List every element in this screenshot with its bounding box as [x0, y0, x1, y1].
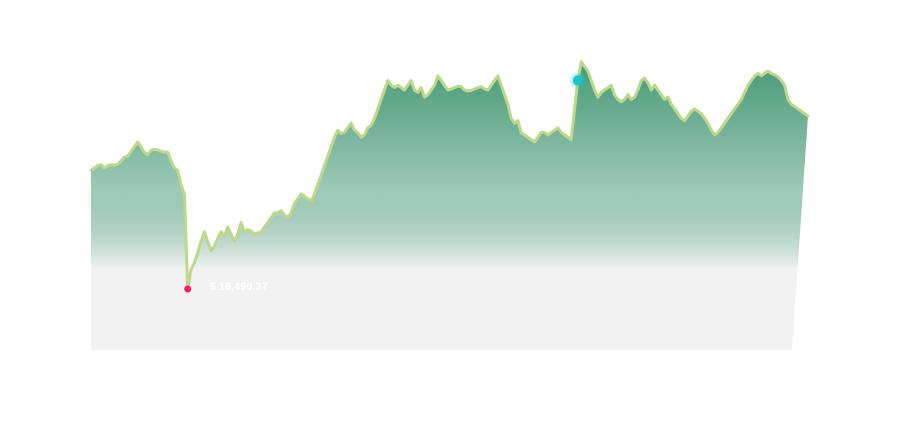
- area-fill: [91, 61, 808, 350]
- max-point-marker: [572, 75, 583, 86]
- min-point-marker: [184, 285, 192, 293]
- series-line: [89, 60, 810, 291]
- min-value-label: $ 16,490.37: [210, 281, 268, 293]
